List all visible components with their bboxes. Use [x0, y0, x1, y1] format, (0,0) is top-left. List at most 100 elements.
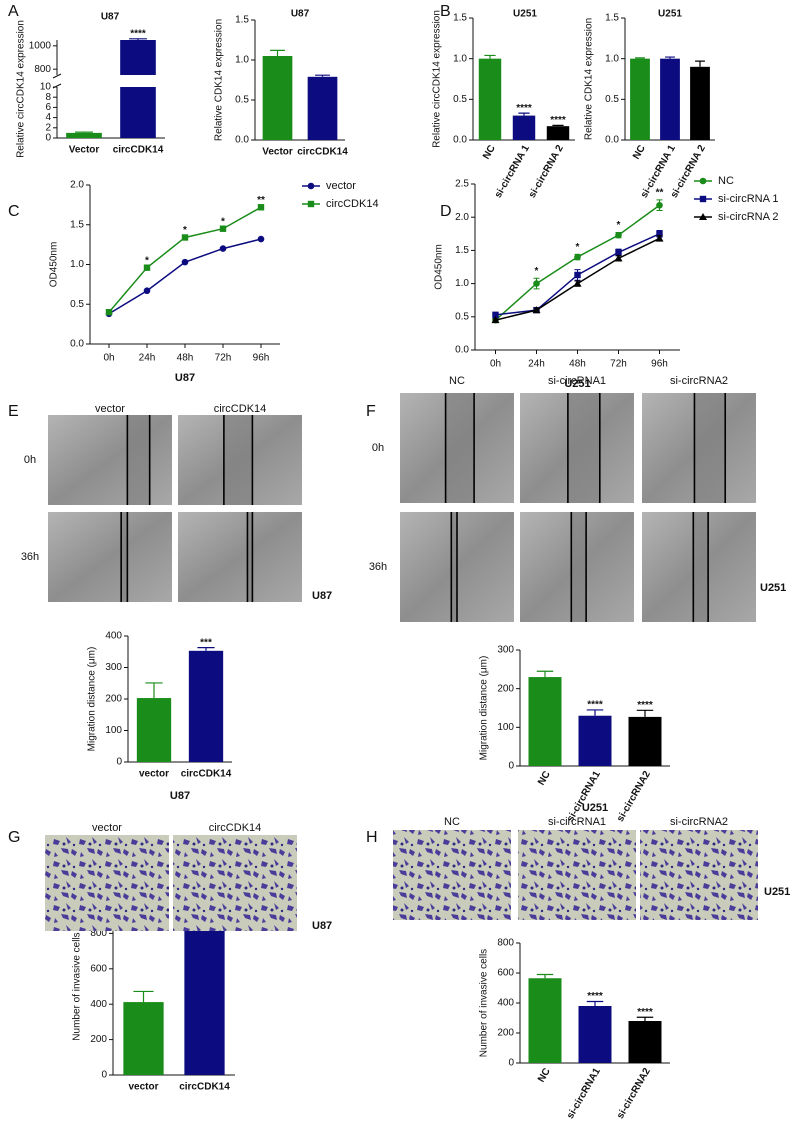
y-tick-label: 0 — [45, 133, 51, 144]
y-axis-label: Number of invasive cells — [72, 932, 83, 1040]
y-tick-label: 2.5 — [455, 179, 469, 190]
y-tick-label: 400 — [497, 998, 514, 1009]
error-bar — [636, 709, 654, 717]
y-tick-label: 0.0 — [70, 339, 84, 350]
y-tick-label: 0.5 — [70, 299, 84, 310]
bar — [628, 1021, 662, 1063]
x-tick-label: 24h — [528, 359, 545, 370]
significance: * — [535, 266, 539, 277]
y-tick-label: 0 — [101, 1070, 107, 1081]
x-tick-label: 72h — [610, 359, 627, 370]
column-label: NC — [444, 816, 460, 828]
x-tick-label: 72h — [215, 353, 232, 364]
x-tick-label: Vector — [262, 147, 293, 158]
x-tick-label: si-circRNA2 — [615, 769, 653, 824]
chart-title: U87 — [291, 9, 310, 20]
legend-label: circCDK14 — [326, 198, 379, 210]
scratch-edge — [120, 512, 129, 602]
y-tick-label: 2.0 — [455, 212, 469, 223]
significance: * — [221, 216, 225, 227]
error-bar — [129, 38, 147, 40]
data-point — [491, 316, 500, 324]
y-tick-label: 1.5 — [455, 245, 469, 256]
significance: * — [145, 255, 149, 266]
y-axis-label: Relative CDK14 expression — [584, 18, 595, 140]
x-tick-label: 96h — [253, 353, 270, 364]
cell-line-label: U251 — [764, 886, 790, 898]
error-bar — [75, 131, 93, 133]
y-tick-label: 0.5 — [605, 94, 619, 105]
y-tick-label: 1.5 — [70, 219, 84, 230]
error-bar — [552, 124, 564, 127]
significance: ** — [257, 195, 265, 206]
micrograph — [518, 830, 636, 920]
data-point — [143, 287, 151, 295]
y-tick-label: 2 — [45, 122, 51, 133]
y-tick-label: 6 — [45, 102, 51, 113]
error-bar — [197, 647, 215, 651]
legend-label: vector — [326, 180, 356, 192]
x-tick-label: si-circRNA 2 — [527, 143, 566, 200]
scratch-edge — [570, 512, 587, 622]
significance: * — [576, 242, 580, 253]
y-tick-label: 1.0 — [235, 55, 249, 66]
error-bar — [636, 1016, 654, 1021]
y-tick-label: 600 — [90, 963, 107, 974]
x-tick-label: 48h — [177, 353, 194, 364]
data-point — [656, 201, 663, 209]
scratch-gap — [121, 512, 128, 602]
x-axis-label: U251 — [564, 378, 590, 390]
y-tick-label: 200 — [90, 1034, 107, 1045]
significance: **** — [550, 115, 566, 126]
bar — [262, 56, 293, 140]
bar — [690, 66, 710, 140]
significance: *** — [200, 637, 212, 648]
bar — [660, 58, 680, 140]
column-label: circCDK14 — [214, 403, 267, 415]
legend-marker — [699, 195, 707, 203]
y-tick-label: 600 — [497, 968, 514, 979]
panel-letter: A — [8, 3, 19, 20]
y-tick-label: 0.5 — [235, 95, 249, 106]
legend-marker — [699, 177, 707, 185]
legend-marker — [307, 182, 315, 190]
significance: **** — [587, 991, 603, 1002]
panel-letter: G — [8, 829, 20, 846]
column-label: si-circRNA2 — [670, 375, 728, 387]
scratch-gap — [127, 415, 150, 505]
y-tick-label: 1.0 — [455, 278, 469, 289]
x-tick-label: 48h — [569, 359, 586, 370]
y-axis-label: OD450nm — [434, 244, 445, 290]
micrograph — [640, 830, 758, 920]
bar — [512, 115, 536, 140]
legend-label: NC — [718, 175, 734, 187]
y-tick-label: 200 — [497, 1028, 514, 1039]
scratch-edge — [126, 415, 151, 505]
scratch-gap — [445, 393, 475, 503]
x-tick-label: NC — [481, 143, 498, 161]
column-label: si-circRNA2 — [670, 816, 728, 828]
data-point — [532, 306, 541, 314]
significance: * — [617, 220, 621, 231]
bar — [120, 40, 156, 138]
column-label: circCDK14 — [209, 822, 262, 834]
y-tick-label: 2.0 — [70, 180, 84, 191]
x-tick-label: NC — [536, 769, 553, 787]
y-tick-label: 0.0 — [453, 135, 467, 146]
x-tick-label: NC — [631, 143, 648, 161]
significance: **** — [587, 700, 603, 711]
data-point — [492, 311, 499, 319]
data-point — [181, 258, 189, 266]
row-label: 36h — [369, 561, 387, 573]
column-label: si-circRNA1 — [548, 375, 606, 387]
chart-title: U251 — [658, 9, 682, 20]
scratch-edge — [246, 512, 254, 602]
panel-letter: F — [366, 403, 376, 420]
data-point — [574, 253, 581, 261]
micrograph — [45, 835, 169, 931]
bar — [66, 132, 102, 138]
data-point — [219, 245, 227, 252]
y-tick-label: 300 — [105, 662, 122, 673]
error-bar — [315, 74, 330, 77]
